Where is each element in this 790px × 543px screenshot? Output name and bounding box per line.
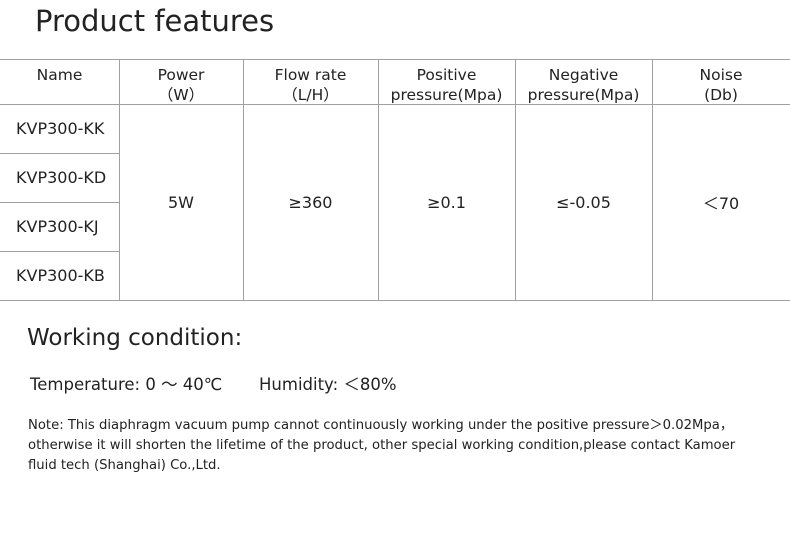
header-text: Positive bbox=[416, 66, 477, 84]
rule bbox=[0, 104, 790, 105]
rule bbox=[652, 59, 653, 300]
note: Note: This diaphragm vacuum pump cannot … bbox=[28, 418, 736, 473]
model-cell: KVP300-KK bbox=[16, 119, 105, 138]
rule bbox=[0, 251, 119, 252]
header-text: Power bbox=[157, 66, 205, 84]
rule bbox=[119, 59, 120, 300]
spec-table: Name Power （W） Flow rate （L/H） Positive pressu… bbox=[0, 59, 790, 301]
value-cell: 5W bbox=[168, 192, 194, 212]
model-cell: KVP300-KJ bbox=[16, 217, 99, 236]
header-cell: Name bbox=[0, 59, 119, 104]
header-text: (Db) bbox=[704, 86, 738, 104]
value-cell: ≥0.1 bbox=[427, 192, 466, 212]
rule bbox=[0, 59, 790, 60]
header-text: （W） bbox=[157, 86, 205, 104]
value-cell: ≥360 bbox=[288, 192, 333, 212]
rule bbox=[0, 300, 790, 301]
value-cell: ＜70 bbox=[702, 194, 740, 213]
rule bbox=[0, 202, 119, 203]
header-text: Flow rate bbox=[274, 66, 347, 84]
model-cell: KVP300-KD bbox=[16, 168, 107, 187]
rule bbox=[0, 153, 119, 154]
humidity: Humidity: ＜80% bbox=[259, 375, 397, 394]
rule bbox=[243, 59, 244, 300]
rule bbox=[515, 59, 516, 300]
header-text: Name bbox=[36, 66, 83, 84]
header-cell: Noise (Db) bbox=[652, 59, 790, 104]
value-cell: ≤-0.05 bbox=[556, 192, 611, 212]
header-cell: Power （W） bbox=[119, 59, 243, 104]
rule bbox=[378, 59, 379, 300]
model-cell: KVP300-KB bbox=[16, 266, 105, 285]
section-heading: Working condition: bbox=[27, 325, 243, 351]
header-text: Negative bbox=[548, 66, 619, 84]
header-cell: Positive pressure(Mpa) bbox=[378, 59, 515, 104]
temperature: Temperature: 0 ～ 40℃ bbox=[30, 375, 223, 394]
header-cell: Flow rate （L/H） bbox=[243, 59, 378, 104]
header-text: Noise bbox=[699, 66, 743, 84]
header-text: （L/H） bbox=[282, 86, 339, 104]
header-text: pressure(Mpa) bbox=[390, 86, 503, 104]
header-cell: Negative pressure(Mpa) bbox=[515, 59, 652, 104]
header-text: pressure(Mpa) bbox=[527, 86, 640, 104]
page-title: Product features bbox=[35, 4, 275, 38]
